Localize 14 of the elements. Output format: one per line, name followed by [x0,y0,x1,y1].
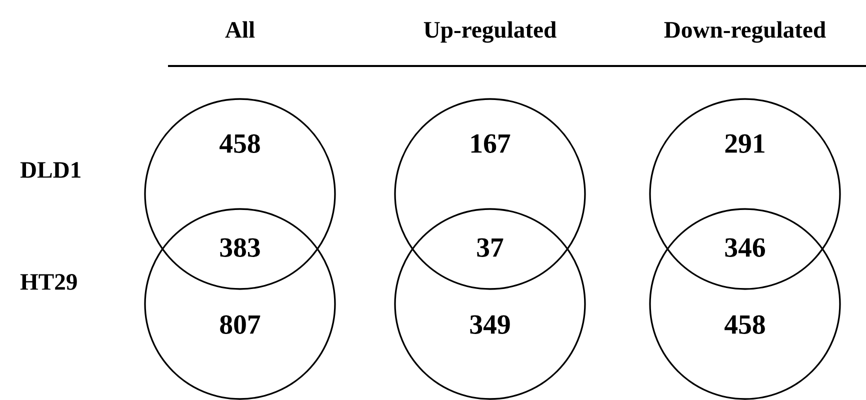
data-label: 291 [725,134,764,153]
data-label: 346 [725,238,766,257]
text: All [225,21,255,38]
data-label: 458 [220,134,260,153]
data-label: 383 [220,238,260,257]
data-label: 458 [724,315,765,334]
text: DLD1 [20,162,80,178]
text: HT29 [20,274,77,290]
data-label: 167 [471,134,510,153]
data-label: 349 [470,315,510,334]
text: Down-regulated [664,21,826,43]
text: Up-regulated [424,21,556,43]
data-label: 37 [477,238,504,257]
data-label: 807 [220,315,260,334]
